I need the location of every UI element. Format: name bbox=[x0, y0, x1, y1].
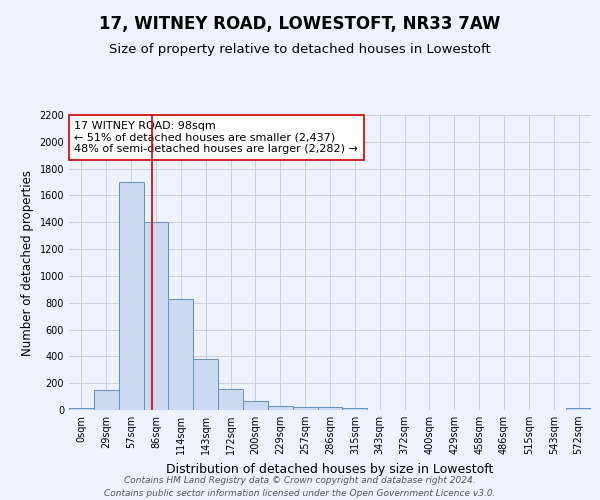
Bar bbox=[566, 408, 591, 410]
Bar bbox=[143, 222, 169, 410]
Bar bbox=[343, 408, 367, 410]
Text: Size of property relative to detached houses in Lowestoft: Size of property relative to detached ho… bbox=[109, 42, 491, 56]
Bar bbox=[268, 406, 293, 410]
Bar bbox=[293, 408, 317, 410]
Text: 17 WITNEY ROAD: 98sqm
← 51% of detached houses are smaller (2,437)
48% of semi-d: 17 WITNEY ROAD: 98sqm ← 51% of detached … bbox=[74, 121, 358, 154]
Bar bbox=[317, 408, 343, 410]
X-axis label: Distribution of detached houses by size in Lowestoft: Distribution of detached houses by size … bbox=[166, 462, 494, 475]
Bar bbox=[69, 408, 94, 410]
Text: 17, WITNEY ROAD, LOWESTOFT, NR33 7AW: 17, WITNEY ROAD, LOWESTOFT, NR33 7AW bbox=[100, 15, 500, 33]
Bar bbox=[193, 359, 218, 410]
Bar bbox=[243, 402, 268, 410]
Bar bbox=[94, 390, 119, 410]
Text: Contains HM Land Registry data © Crown copyright and database right 2024.
Contai: Contains HM Land Registry data © Crown c… bbox=[104, 476, 496, 498]
Y-axis label: Number of detached properties: Number of detached properties bbox=[21, 170, 34, 356]
Bar bbox=[218, 388, 243, 410]
Bar bbox=[119, 182, 143, 410]
Bar bbox=[169, 298, 193, 410]
